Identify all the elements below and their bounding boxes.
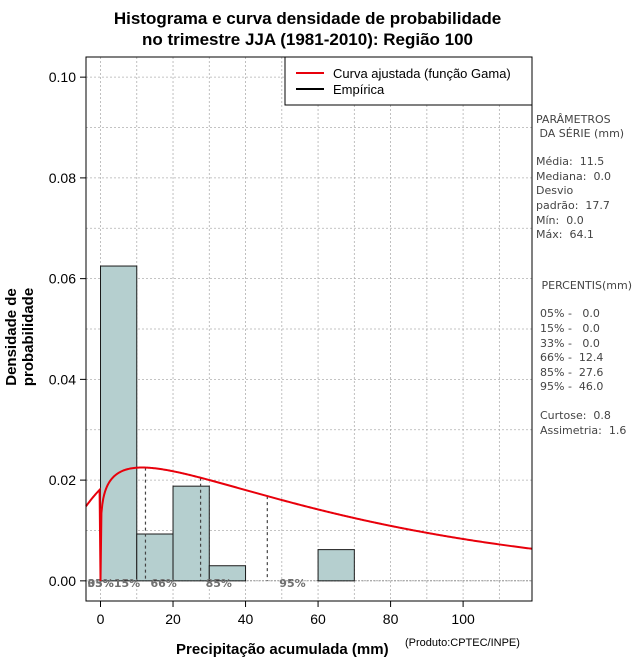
x-tick-label: 60 — [310, 611, 326, 627]
chart-title-line-2: no trimestre JJA (1981-2010): Região 100 — [141, 30, 474, 49]
chart-title-line-1: Histograma e curva densidade de probabil… — [113, 9, 502, 28]
percentile-marker-label: 85% — [206, 577, 232, 590]
legend: Curva ajustada (função Gama) Empírica — [284, 56, 533, 106]
legend-box — [284, 56, 533, 106]
y-tick-label: 0.02 — [49, 472, 76, 488]
stat-max: Máx: 64.1 — [536, 228, 594, 241]
y-axis-label: Densidade de probabilidade — [3, 287, 37, 387]
y-tick-label: 0.08 — [49, 170, 76, 186]
stat-median: Mediana: 0.0 — [536, 170, 611, 183]
params-header-1: PARÂMETROS — [536, 113, 611, 126]
stat-mean: Média: 11.5 — [536, 155, 605, 168]
x-tick-label: 80 — [383, 611, 399, 627]
y-tick-label: 0.10 — [49, 69, 76, 85]
y-tick-label: 0.06 — [49, 271, 76, 287]
histogram-bar — [136, 533, 174, 582]
x-tick-label: 40 — [238, 611, 254, 627]
y-tick-label: 0.04 — [49, 371, 76, 387]
legend-fitted-label: Curva ajustada (função Gama) — [333, 66, 511, 81]
percentile-85: 85% - 27.6 — [540, 366, 604, 379]
percentile-66: 66% - 12.4 — [540, 351, 604, 364]
grid-layer — [86, 57, 532, 601]
stat-skewness: Assimetria: 1.6 — [540, 424, 627, 437]
stat-stddev-label: Desvio — [536, 184, 574, 197]
percentile-33: 33% - 0.0 — [540, 337, 600, 350]
y-tick-label: 0.00 — [49, 573, 76, 589]
fitted-gamma-curve — [85, 466, 533, 581]
x-axis-label: Precipitação acumulada (mm) — [176, 641, 389, 658]
legend-empirical-label: Empírica — [333, 82, 385, 97]
percentiles-header: PERCENTIS(mm) — [538, 279, 632, 292]
product-credit: (Produto:CPTEC/INPE) — [405, 637, 520, 649]
stat-min: Mín: 0.0 — [536, 214, 584, 227]
x-tick-label: 0 — [97, 611, 105, 627]
plot-frame — [85, 56, 533, 602]
histogram-bar — [317, 549, 355, 582]
stat-kurtosis: Curtose: 0.8 — [540, 409, 611, 422]
axis-ticks: 0 20 40 60 80 100 0.00 0.02 0.04 0.06 0.08 0.10 — [49, 69, 475, 627]
percentile-marker-label: 66% — [150, 577, 176, 590]
histogram-bar — [172, 485, 210, 582]
stat-stddev: padrão: 17.7 — [536, 199, 610, 212]
percentile-95: 95% - 46.0 — [540, 380, 604, 393]
x-tick-label: 100 — [451, 611, 475, 627]
percentile-marker-label: 95% — [279, 577, 305, 590]
percentile-05: 05% - 0.0 — [540, 307, 600, 320]
percentile-15: 15% - 0.0 — [540, 322, 600, 335]
x-tick-label: 20 — [165, 611, 181, 627]
params-header-2: DA SÉRIE (mm) — [536, 127, 625, 140]
percentile-marker-label: 33% — [88, 577, 114, 590]
histogram-bar — [100, 265, 138, 582]
bars-layer — [100, 265, 532, 582]
